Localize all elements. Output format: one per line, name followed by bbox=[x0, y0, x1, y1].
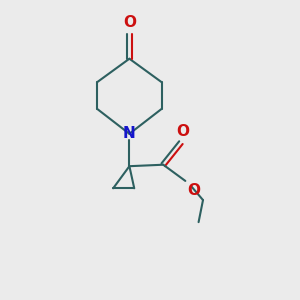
Text: N: N bbox=[123, 126, 136, 141]
Text: O: O bbox=[188, 183, 201, 198]
Text: O: O bbox=[176, 124, 189, 139]
Text: O: O bbox=[123, 15, 136, 30]
